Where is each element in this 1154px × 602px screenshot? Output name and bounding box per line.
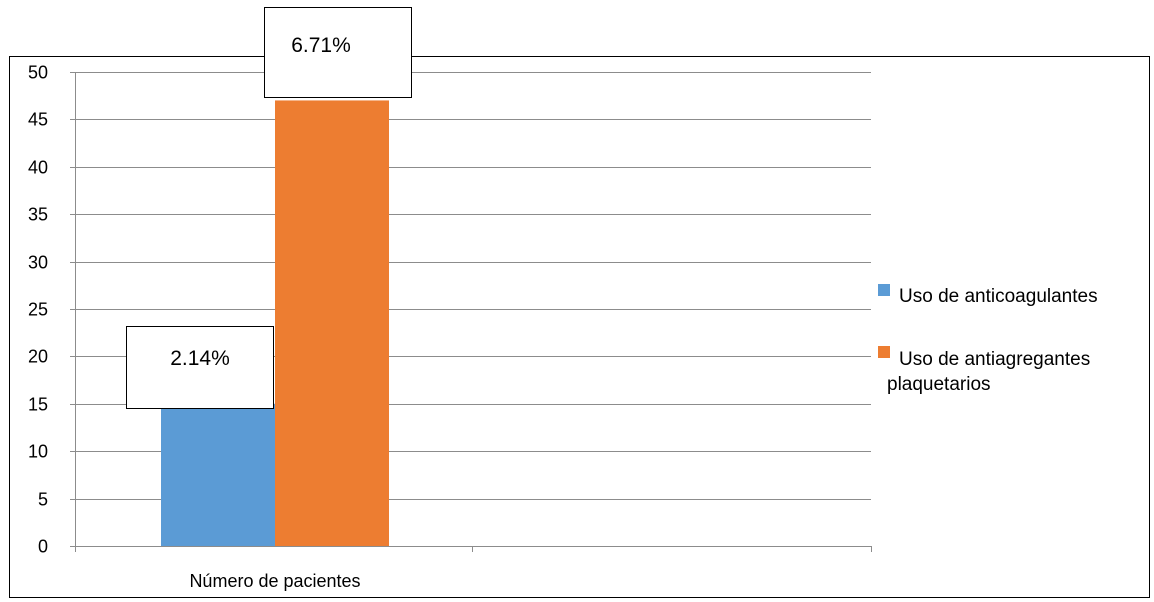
y-tick-label: 35 xyxy=(28,205,48,225)
x-axis: Número de pacientes xyxy=(75,546,872,591)
y-tick-label: 40 xyxy=(28,158,48,178)
y-tick-label: 0 xyxy=(38,537,48,557)
y-tick-label: 25 xyxy=(28,300,48,320)
bar-antiagregantes xyxy=(275,100,389,546)
bar-anticoagulantes xyxy=(161,403,275,546)
y-tick-label: 10 xyxy=(28,442,48,462)
data-label: 2.14% xyxy=(170,347,230,370)
data-labels: 2.14% 6.71% xyxy=(126,7,412,409)
x-category-label: Número de pacientes xyxy=(189,571,360,591)
data-label-box xyxy=(126,326,274,409)
legend-label: Uso de antiagregantes plaquetarios xyxy=(887,349,1090,395)
data-label-box xyxy=(264,7,412,98)
y-axis: 0 5 10 15 20 25 30 35 40 45 50 xyxy=(28,63,76,557)
legend-label: Uso de anticoagulantes xyxy=(899,286,1098,307)
y-tick-label: 5 xyxy=(38,490,48,510)
y-tick-label: 15 xyxy=(28,395,48,415)
y-tick-label: 30 xyxy=(28,253,48,273)
y-tick-label: 20 xyxy=(28,347,48,367)
y-tick-label: 50 xyxy=(28,63,48,83)
data-label: 6.71% xyxy=(291,34,351,57)
y-tick-label: 45 xyxy=(28,110,48,130)
legend: Uso de anticoagulantes Uso de antiagregan… xyxy=(878,284,1098,395)
bars xyxy=(161,100,389,546)
legend-swatch xyxy=(878,284,890,296)
legend-swatch xyxy=(878,346,890,358)
